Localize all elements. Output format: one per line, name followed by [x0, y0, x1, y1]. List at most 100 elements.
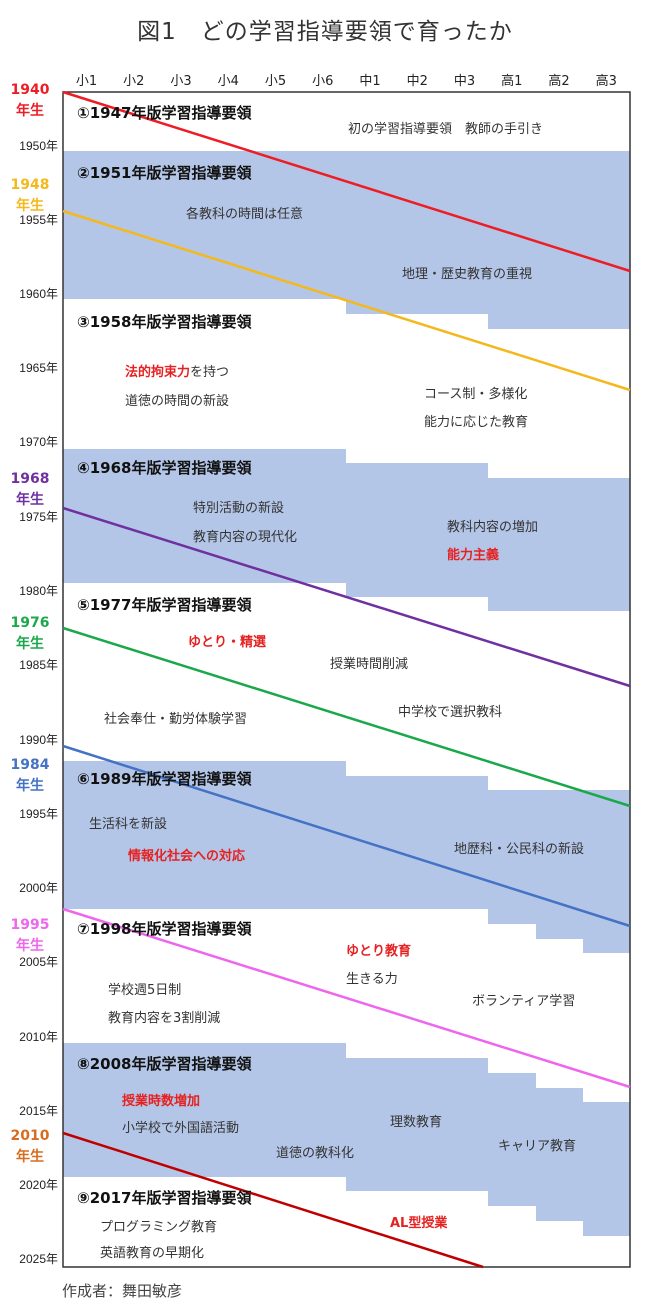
era-note: 英語教育の早期化: [100, 1246, 205, 1261]
cohort-line-1968: [62, 506, 631, 688]
cohort-year: 1995: [10, 917, 50, 933]
era-note-highlight: ゆとり・精選: [188, 635, 267, 650]
era-note: 教科内容の増加: [447, 520, 539, 535]
era-title: ⑧2008年版学習指導要領: [77, 1055, 252, 1073]
grade-label: 小2: [123, 74, 145, 89]
era-band-segment: [536, 1088, 583, 1221]
cohort-suffix: 年生: [16, 492, 44, 508]
era-note-text: を持つ: [190, 365, 230, 380]
era-note: コース制・多様化: [424, 387, 528, 402]
cohort-line-1995: [62, 907, 631, 1089]
cohort-label: 1940 年生: [0, 80, 60, 122]
cohort-year: 1948: [10, 177, 50, 193]
year-tick-label: 1970年: [19, 435, 58, 449]
year-tick-label: 2015年: [19, 1104, 58, 1118]
era-note: 地理・歴史教育の重視: [402, 267, 533, 282]
grade-label: 高2: [548, 74, 570, 89]
year-tick-label: 1995年: [19, 807, 58, 821]
era-note: 教育内容の現代化: [193, 530, 298, 545]
grade-label: 中2: [406, 74, 428, 89]
era-note: 学校週5日制: [108, 983, 182, 998]
era-note: 能力に応じた教育: [424, 415, 529, 430]
era-band-segment: [63, 761, 346, 909]
year-tick-label: 1955年: [19, 213, 58, 227]
year-tick-label: 2020年: [19, 1178, 58, 1192]
era-note: 理数教育: [390, 1115, 443, 1130]
cohort-label: 1984 年生: [0, 755, 60, 797]
era-band-segment: [346, 1058, 488, 1191]
cohort-year: 2010: [10, 1128, 50, 1144]
era-note: 各教科の時間は任意: [186, 207, 304, 222]
era-note-highlight: 法的拘束力: [125, 365, 191, 380]
year-tick-label: 1980年: [19, 584, 58, 598]
cohort-suffix: 年生: [16, 103, 44, 119]
grade-label: 小6: [312, 74, 334, 89]
cohort-lines: [62, 90, 631, 1269]
era-band-segment: [488, 790, 536, 924]
year-tick-label: 2010年: [19, 1030, 58, 1044]
era-band-segment: [63, 1043, 346, 1177]
era-note: 生活科を新設: [89, 817, 168, 832]
grade-label: 中3: [453, 74, 476, 89]
era-title: ⑥1989年版学習指導要領: [77, 770, 252, 788]
year-tick-label: 2005年: [19, 955, 58, 969]
cohort-label: 1948 年生: [0, 175, 60, 217]
era-note: 道徳の教科化: [276, 1146, 355, 1161]
era-title: ②1951年版学習指導要領: [77, 164, 252, 182]
era-title: ⑦1998年版学習指導要領: [77, 920, 252, 938]
era-band-segment: [536, 790, 583, 939]
year-tick-label: 1950年: [19, 139, 58, 153]
era-note: 中学校で選択教科: [398, 705, 503, 720]
era-note: 小学校で外国語活動: [122, 1121, 240, 1136]
cohort-year: 1984: [10, 757, 50, 773]
era-note-highlight: 能力主義: [447, 548, 500, 563]
grade-label: 小3: [170, 74, 192, 89]
grade-label: 中1: [359, 74, 381, 89]
era-note: 生きる力: [346, 972, 398, 987]
grade-label: 小4: [217, 74, 239, 89]
era-note: 教育内容を3割削減: [108, 1011, 221, 1026]
era-note: 初の学習指導要領 教師の手引き: [348, 122, 544, 137]
cohort-line-1976: [62, 626, 631, 808]
era-note: 道徳の時間の新設: [125, 394, 230, 409]
era-band-segment: [488, 151, 630, 329]
cohort-year: 1968: [10, 471, 50, 487]
era-note: 地歴科・公民科の新設: [454, 842, 585, 857]
year-tick-label: 1975年: [19, 510, 58, 524]
cohort-line-2010: [62, 1131, 484, 1269]
author-credit: 作成者：舞田敏彦: [62, 1282, 183, 1300]
grade-label: 高1: [501, 74, 523, 89]
era-band-segment: [346, 151, 488, 314]
cohort-line-1984: [62, 744, 631, 928]
cohort-suffix: 年生: [16, 938, 44, 954]
year-tick-label: 1985年: [19, 658, 58, 672]
cohort-line-1948: [62, 209, 631, 392]
era-note: 授業時間削減: [330, 657, 409, 672]
cohort-suffix: 年生: [16, 778, 44, 794]
era-note-highlight: 授業時数増加: [122, 1094, 201, 1109]
cohort-year: 1940: [10, 82, 50, 98]
era-note-highlight: 情報化社会への対応: [128, 849, 246, 864]
grade-label: 高3: [595, 74, 617, 89]
cohort-label: 1968 年生: [0, 469, 60, 511]
chart-frame: [62, 91, 631, 1268]
era-title: ③1958年版学習指導要領: [77, 313, 252, 331]
cohort-label: 2010 年生: [0, 1126, 60, 1168]
cohort-year: 1976: [10, 615, 50, 631]
cohort-label: 1976 年生: [0, 613, 60, 655]
era-note: プログラミング教育: [100, 1220, 218, 1235]
grade-label: 小5: [264, 74, 287, 89]
era-title: ⑨2017年版学習指導要領: [77, 1189, 252, 1207]
era-note-highlight: AL型授業: [390, 1216, 448, 1231]
era-bands: [63, 151, 630, 1236]
era-note: 法的拘束力を持つ: [125, 361, 229, 380]
year-tick-label: 1990年: [19, 733, 58, 747]
era-band-segment: [346, 463, 488, 597]
era-note: 特別活動の新設: [193, 501, 285, 516]
era-band-segment: [583, 790, 630, 953]
cohort-label: 1995 年生: [0, 915, 60, 957]
era-note-highlight: ゆとり教育: [346, 944, 412, 959]
era-note: キャリア教育: [498, 1139, 577, 1154]
era-band-segment: [488, 1073, 536, 1206]
